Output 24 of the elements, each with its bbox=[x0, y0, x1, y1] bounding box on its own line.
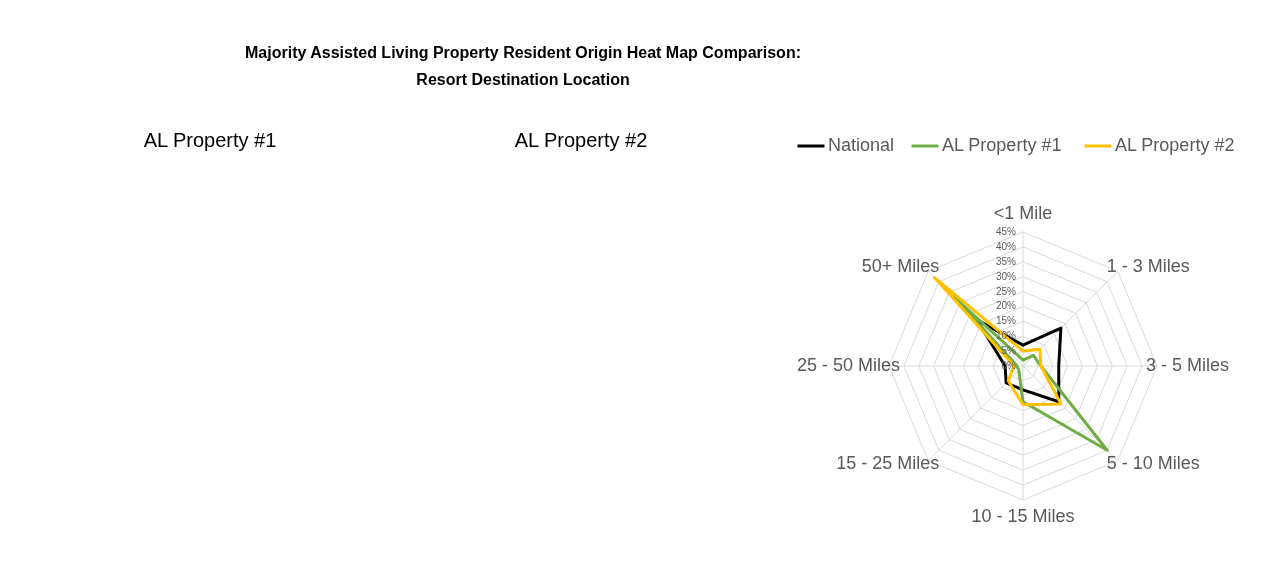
y-tick-label: 35% bbox=[995, 255, 1017, 267]
spoke-label: 10 - 15 Miles bbox=[971, 506, 1075, 526]
spoke-label: 3 - 5 Miles bbox=[1146, 355, 1230, 375]
text: AL Property #1 bbox=[143, 129, 277, 151]
spoke-label: 25 - 50 Miles bbox=[796, 355, 900, 375]
y-tick-label: 10% bbox=[995, 330, 1017, 342]
y-tick-label: 20% bbox=[995, 300, 1017, 312]
spoke-label: 5 - 10 Miles bbox=[1106, 452, 1200, 473]
spoke-label: <1 Mile bbox=[993, 203, 1053, 223]
y-tick-label: 5% bbox=[1001, 345, 1017, 357]
spoke-label: 15 - 25 Miles bbox=[836, 452, 940, 473]
legend-label: AL Property #2 bbox=[1115, 135, 1235, 155]
legend-label: AL Property #1 bbox=[942, 135, 1062, 155]
y-tick-label: 15% bbox=[995, 315, 1017, 327]
spoke-label: 50+ Miles bbox=[861, 256, 940, 277]
y-tick-label: 30% bbox=[995, 270, 1017, 282]
text: Majority Assisted Living Property Resident Origin Heat Map Comparison: Resort Destination Location bbox=[245, 44, 801, 88]
text: AL Property #2 bbox=[514, 129, 648, 151]
legend-label: National bbox=[828, 135, 895, 155]
spoke-label: 1 - 3 Miles bbox=[1106, 256, 1190, 277]
y-tick-label: 40% bbox=[995, 240, 1017, 252]
y-tick-label: 45% bbox=[995, 226, 1017, 237]
y-tick-label: 0% bbox=[1001, 360, 1017, 371]
y-tick-label: 25% bbox=[995, 285, 1017, 297]
